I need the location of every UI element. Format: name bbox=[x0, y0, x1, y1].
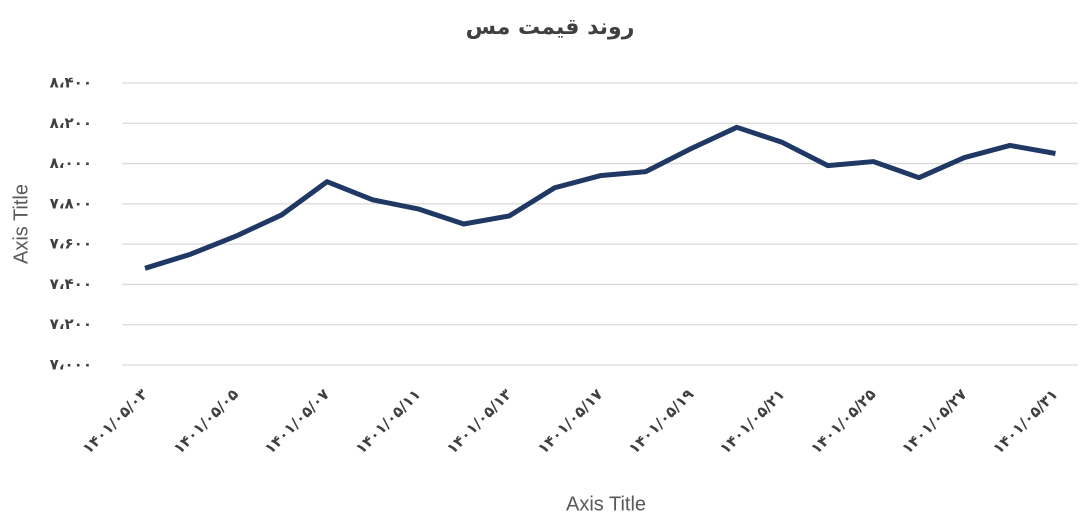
y-tick-label: ۷،۸۰۰ bbox=[50, 194, 92, 212]
y-tick-label: ۸،۰۰۰ bbox=[50, 154, 92, 172]
x-tick-label: ۱۴۰۱/۰۵/۱۳ bbox=[443, 385, 515, 457]
x-tick-label: ۱۴۰۱/۰۵/۲۷ bbox=[898, 385, 970, 457]
x-axis-title: Axis Title bbox=[566, 493, 646, 515]
line bbox=[144, 124, 1056, 271]
y-tick-label: ۷،۶۰۰ bbox=[50, 235, 92, 253]
x-tick-label: ۱۴۰۱/۰۵/۱۹ bbox=[625, 385, 697, 457]
y-tick-label: ۷،۲۰۰ bbox=[50, 315, 92, 333]
y-tick-label: ۷،۰۰۰ bbox=[50, 356, 92, 374]
x-tick-label: ۱۴۰۱/۰۵/۲۵ bbox=[807, 385, 879, 457]
x-tick-label: ۱۴۰۱/۰۵/۱۱ bbox=[352, 385, 424, 457]
x-tick-label: ۱۴۰۱/۰۵/۱۷ bbox=[534, 385, 606, 457]
x-tick-label: ۱۴۰۱/۰۵/۲۱ bbox=[716, 385, 788, 457]
y-tick-label: ۸،۴۰۰ bbox=[50, 74, 92, 92]
x-tick-label: ۱۴۰۱/۰۵/۳۱ bbox=[989, 385, 1061, 457]
y-tick-label: ۸،۲۰۰ bbox=[50, 114, 92, 132]
y-tick-label: ۷،۴۰۰ bbox=[50, 275, 92, 293]
x-tick-label: ۱۴۰۱/۰۵/۰۷ bbox=[261, 385, 333, 457]
x-tick-label: ۱۴۰۱/۰۵/۰۵ bbox=[170, 385, 242, 457]
y-axis-title: Axis Title bbox=[10, 184, 32, 264]
x-tick-label: ۱۴۰۱/۰۵/۰۳ bbox=[79, 385, 151, 457]
chart-title: روند قیمت مس bbox=[466, 15, 635, 40]
